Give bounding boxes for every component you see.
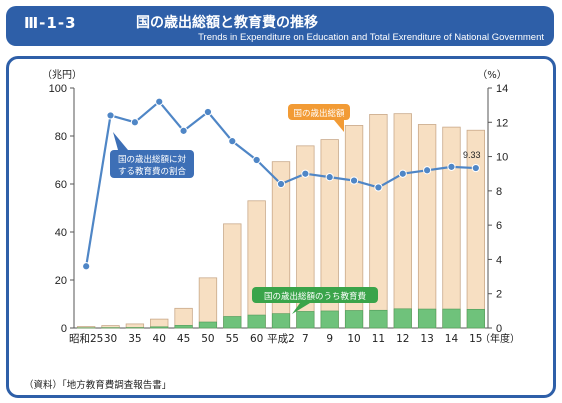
ratio-point <box>374 183 383 192</box>
education-expenditure-bar <box>466 308 485 329</box>
ratio-callout-text: する教育費の割合 <box>118 166 187 177</box>
education-expenditure-bar <box>393 308 412 329</box>
x-tick-label: 50 <box>201 333 214 345</box>
education-expenditure-bar <box>198 321 218 329</box>
x-tick-label: 7 <box>302 333 309 345</box>
ratio-point <box>130 118 139 127</box>
left-tick-label: 0 <box>61 323 67 335</box>
edu-callout-box <box>252 287 378 303</box>
total-callout-box <box>288 104 350 120</box>
figure-number: Ⅲ-1-3 <box>24 14 77 32</box>
education-expenditure-bar <box>344 310 364 329</box>
left-tick-label: 80 <box>55 131 67 143</box>
x-tick-label: 12 <box>396 333 409 345</box>
right-tick-label: 14 <box>496 83 508 95</box>
education-expenditure-bar <box>223 316 242 329</box>
right-tick-label: 12 <box>496 117 508 129</box>
ratio-callout-pointer <box>113 132 128 150</box>
x-tick-label: 15 <box>469 333 482 345</box>
ratio-point <box>155 97 164 106</box>
right-tick-label: 2 <box>496 289 502 301</box>
total-expenditure-bar <box>198 277 218 329</box>
education-expenditure-bar <box>150 326 169 329</box>
ratio-point <box>447 162 456 171</box>
left-tick-label: 100 <box>49 83 67 95</box>
x-tick-label: 13 <box>420 333 433 345</box>
x-tick-label: 30 <box>104 333 117 345</box>
right-axis-unit: （%） <box>477 69 507 81</box>
education-expenditure-bar <box>442 308 461 329</box>
education-expenditure-bar <box>418 308 437 329</box>
left-tick-label: 60 <box>55 179 67 191</box>
x-tick-label: 55 <box>226 333 239 345</box>
total-expenditure-bar <box>442 126 461 329</box>
total-expenditure-bar <box>247 200 266 329</box>
education-expenditure-bar <box>247 314 266 329</box>
ratio-point <box>398 169 407 178</box>
ratio-point <box>228 137 237 146</box>
right-tick-label: 6 <box>496 220 502 232</box>
education-expenditure-bar <box>296 311 315 329</box>
x-tick-label: 40 <box>153 333 166 345</box>
ratio-point <box>203 107 213 117</box>
edu-callout-pointer <box>292 303 310 314</box>
x-tick-label: 35 <box>128 333 141 345</box>
chart-title: 国の歳出総額と教育費の推移 <box>136 15 318 31</box>
ratio-point <box>179 126 188 135</box>
ratio-callout-box <box>110 150 194 178</box>
right-tick-label: 4 <box>496 254 502 266</box>
ratio-point <box>471 163 480 173</box>
last-ratio-label: 9.33 <box>463 150 481 160</box>
total-callout-text: 国の歳出総額 <box>293 108 345 119</box>
ratio-point <box>106 111 115 120</box>
total-expenditure-bar <box>174 307 193 329</box>
x-tick-label: 10 <box>347 333 360 345</box>
right-tick-label: 10 <box>496 152 508 164</box>
ratio-point <box>301 169 310 178</box>
x-tick-label: 60 <box>250 333 263 345</box>
ratio-point <box>276 179 286 189</box>
education-expenditure-bar <box>271 313 291 329</box>
x-axis-suffix: （年度） <box>480 332 520 345</box>
education-expenditure-bar <box>174 325 193 329</box>
x-tick-label: 9 <box>326 333 333 345</box>
left-tick-label: 40 <box>55 227 67 239</box>
total-expenditure-bar <box>223 223 242 329</box>
total-callout-pointer <box>334 120 344 132</box>
ratio-point <box>325 173 334 182</box>
left-tick-label: 20 <box>55 275 67 287</box>
ratio-point <box>82 262 91 271</box>
x-tick-label: 14 <box>445 333 459 345</box>
total-expenditure-bar <box>417 124 437 329</box>
x-tick-label: 45 <box>177 333 190 345</box>
figure-header: Ⅲ-1-3 国の歳出総額と教育費の推移 Trends in Expenditur… <box>6 6 554 46</box>
x-tick-label: 昭和25 <box>69 333 103 345</box>
chart-subtitle: Trends in Expenditure on Education and T… <box>198 32 544 43</box>
left-axis-unit: （兆円） <box>42 69 82 81</box>
x-tick-label: 11 <box>372 333 385 345</box>
ratio-point <box>423 166 432 175</box>
total-expenditure-bar <box>393 113 412 329</box>
ratio-callout-text: 国の歳出総額に対 <box>118 154 187 165</box>
source-note: （資料）「地方教育費調査報告書」 <box>24 380 172 391</box>
education-expenditure-bar <box>369 309 388 329</box>
education-expenditure-bar <box>320 310 339 329</box>
right-tick-label: 8 <box>496 186 502 198</box>
x-tick-label: 平成2 <box>267 333 295 345</box>
edu-callout-text: 国の歳出総額のうち教育費 <box>264 291 367 302</box>
ratio-point <box>349 176 359 185</box>
right-tick-label: 0 <box>496 323 502 335</box>
ratio-point <box>252 155 261 165</box>
